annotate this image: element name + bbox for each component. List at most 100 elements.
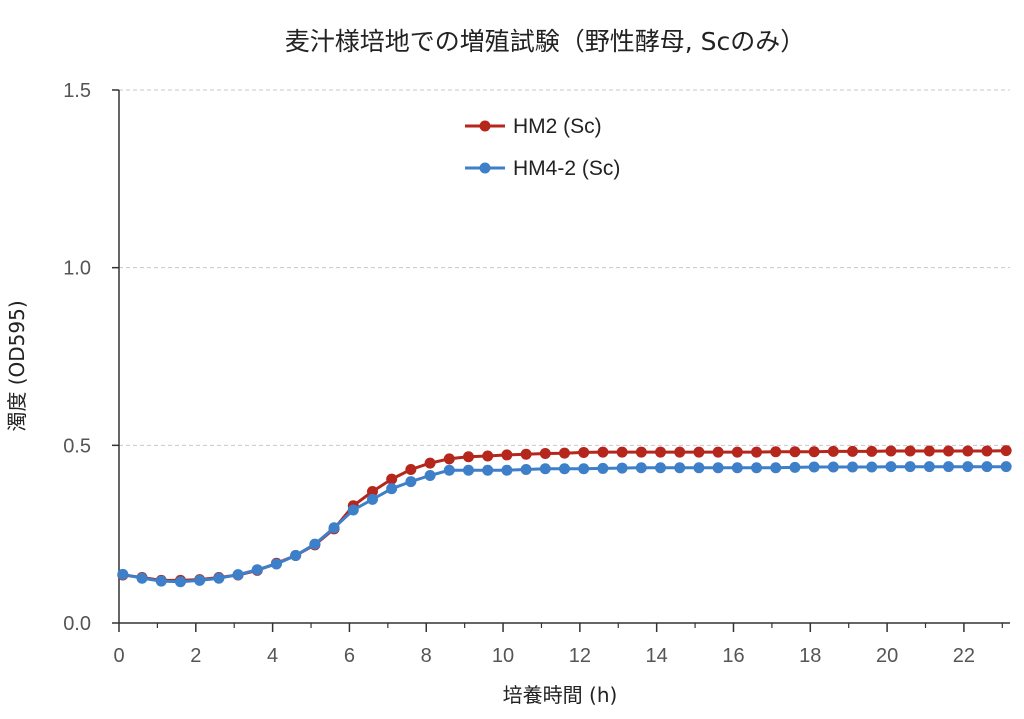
- data-point: [674, 446, 686, 458]
- data-point: [405, 463, 417, 475]
- data-point: [386, 473, 398, 485]
- data-point: [597, 446, 609, 458]
- data-point: [655, 462, 667, 474]
- data-point: [827, 461, 839, 473]
- x-tick-labels: 0 2 4 6 8 10 12 14 16 18 20 22: [113, 645, 975, 667]
- y-axis-label: 濁度 (OD595): [5, 300, 29, 431]
- data-point: [943, 461, 955, 473]
- x-tick-label: 2: [190, 645, 201, 667]
- data-point: [462, 464, 474, 476]
- data-point: [424, 470, 436, 482]
- data-point: [866, 445, 878, 457]
- x-tick-label: 4: [267, 645, 278, 667]
- data-point: [155, 575, 167, 587]
- data-point: [847, 445, 859, 457]
- x-axis-label: 培養時間 (h): [503, 683, 618, 707]
- data-point: [232, 569, 244, 581]
- data-point: [309, 538, 321, 550]
- data-point: [866, 461, 878, 473]
- legend-label: HM2 (Sc): [513, 115, 602, 138]
- data-point: [559, 463, 570, 475]
- data-point: [770, 446, 782, 458]
- data-point: [616, 462, 628, 474]
- x-tick-label: 0: [113, 645, 124, 667]
- data-point: [482, 464, 494, 476]
- data-point: [424, 457, 436, 469]
- data-point: [808, 446, 820, 458]
- data-point: [462, 451, 474, 463]
- data-point: [1000, 445, 1012, 457]
- data-point: [578, 446, 590, 458]
- data-point: [347, 504, 359, 516]
- x-tick-label: 22: [953, 645, 975, 667]
- data-point: [405, 476, 417, 488]
- data-point: [117, 568, 129, 580]
- data-point: [1000, 461, 1012, 473]
- x-tick-label: 20: [876, 645, 898, 667]
- series-line: [122, 465, 1007, 584]
- data-point: [559, 447, 570, 459]
- axes: [112, 89, 1010, 632]
- data-point: [635, 462, 647, 474]
- x-tick-label: 8: [421, 645, 432, 667]
- data-point: [789, 446, 801, 458]
- data-point: [751, 462, 763, 474]
- data-point: [655, 446, 667, 458]
- data-point: [789, 461, 801, 473]
- data-point: [328, 522, 340, 534]
- data-point: [213, 572, 225, 584]
- data-point: [539, 448, 551, 460]
- data-point: [770, 462, 782, 474]
- data-point: [251, 564, 263, 576]
- data-point: [885, 445, 897, 457]
- legend-swatch-marker: [479, 162, 491, 174]
- data-point: [366, 493, 378, 505]
- data-point: [520, 463, 532, 475]
- y-tick-label: 1.0: [63, 258, 91, 280]
- data-point: [731, 462, 743, 474]
- gridlines: [119, 89, 1010, 446]
- x-tick-label: 18: [799, 645, 821, 667]
- data-point: [962, 461, 974, 473]
- data-point: [808, 461, 820, 473]
- data-point: [174, 576, 186, 588]
- data-point: [962, 445, 974, 457]
- data-point: [693, 446, 705, 458]
- data-point: [501, 464, 513, 476]
- x-tick-label: 16: [722, 645, 744, 667]
- data-point: [366, 486, 378, 498]
- chart-title: 麦汁様培地での増殖試験（野性酵母, Scのみ）: [285, 27, 806, 56]
- data-point: [539, 463, 551, 475]
- data-point: [578, 463, 590, 475]
- data-point: [443, 464, 455, 476]
- y-tick-label: 1.5: [63, 80, 91, 102]
- data-point: [981, 445, 993, 457]
- data-point: [501, 449, 513, 461]
- x-tick-label: 10: [492, 645, 514, 667]
- data-point: [847, 461, 859, 473]
- data-point: [827, 445, 839, 457]
- data-point: [712, 446, 724, 458]
- data-point: [751, 446, 763, 458]
- data-point: [270, 558, 282, 570]
- data-point: [712, 462, 724, 474]
- series-2: [117, 461, 1012, 588]
- data-point: [290, 549, 302, 561]
- data-point: [904, 445, 916, 457]
- y-tick-label: 0.0: [63, 613, 91, 635]
- data-point: [923, 445, 935, 457]
- data-point: [674, 462, 686, 474]
- data-point: [136, 572, 148, 584]
- data-point: [923, 461, 935, 473]
- legend-swatch-marker: [479, 120, 491, 132]
- data-point: [443, 453, 455, 465]
- x-tick-label: 14: [646, 645, 668, 667]
- data-point: [597, 462, 609, 474]
- data-point: [943, 445, 955, 457]
- legend: HM2 (Sc) HM4-2 (Sc): [465, 115, 620, 180]
- data-point: [520, 448, 532, 460]
- x-tick-label: 6: [344, 645, 355, 667]
- data-point: [904, 461, 916, 473]
